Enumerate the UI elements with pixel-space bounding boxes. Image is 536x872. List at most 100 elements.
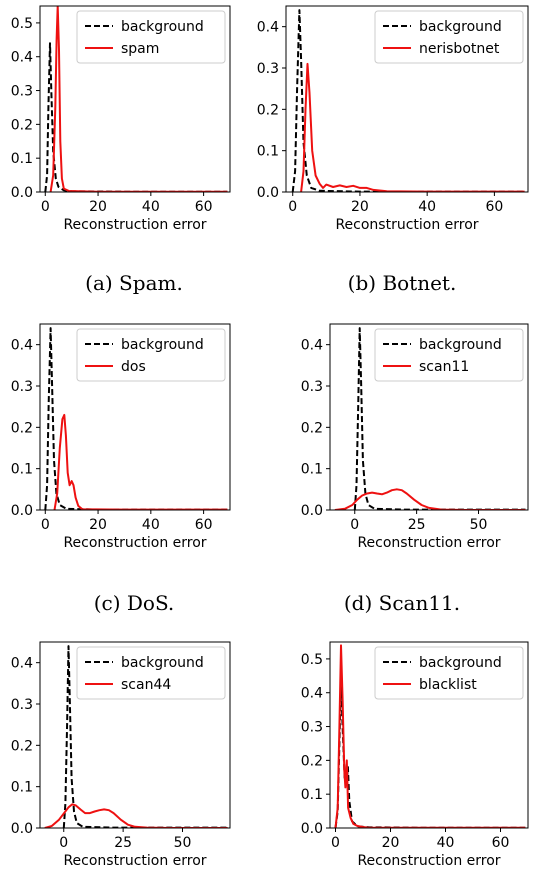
y-tick-label: 0.3 [11, 697, 33, 713]
y-tick-label: 0.1 [11, 151, 33, 167]
axes-frame [39, 323, 231, 511]
y-tick-label: 0.3 [301, 720, 323, 736]
caption-b: (b) Botnet. [347, 271, 457, 295]
legend-label-background: background [419, 19, 502, 35]
y-tick-label: 0.1 [11, 462, 33, 478]
series-line-background [44, 42, 228, 192]
x-tick-label: 40 [418, 199, 436, 215]
legend-label-background: background [419, 655, 502, 671]
y-tick-label: 0.2 [11, 738, 33, 754]
caption-a: (a) Spam. [85, 271, 183, 295]
legend-label-spam: spam [121, 41, 159, 57]
x-tick-label: 25 [114, 835, 132, 851]
axes-frame [39, 5, 231, 193]
x-tick-label: 0 [331, 835, 340, 851]
caption-c: (c) DoS. [93, 591, 175, 615]
x-tick-label: 60 [195, 517, 213, 533]
legend-label-background: background [121, 19, 204, 35]
y-tick-label: 0.1 [301, 462, 323, 478]
legend-label-nerisbotnet: nerisbotnet [419, 41, 500, 57]
legend-box [374, 646, 524, 700]
x-tick-label: 60 [492, 835, 510, 851]
x-axis-label: Reconstruction error [63, 853, 206, 869]
chart-panel-1: 0 20 40 60 0.0 0.1 0.2 0.3 0.4 Reconstruction err… [257, 5, 529, 233]
legend-box [374, 10, 524, 64]
chart-panel-3: 0 25 50 0.0 0.1 0.2 0.3 0.4 Reconstruction error… [301, 323, 529, 551]
y-tick-label: 0.3 [11, 379, 33, 395]
y-tick-label: 0.1 [11, 780, 33, 796]
y-tick-label: 0.0 [301, 821, 323, 837]
y-tick-label: 0.4 [301, 686, 323, 702]
axes-frame [329, 323, 529, 511]
legend-label-blacklist: blacklist [419, 677, 477, 693]
x-tick-label: 20 [382, 835, 400, 851]
legend-box [374, 328, 524, 382]
y-tick-label: 0.2 [301, 420, 323, 436]
y-tick-label: 0.1 [257, 144, 279, 160]
legend-label-background: background [121, 655, 204, 671]
x-tick-label: 20 [89, 517, 107, 533]
legend-box [76, 328, 226, 382]
legend-label-scan11: scan11 [419, 359, 469, 375]
series-line-scan44 [44, 803, 228, 828]
x-axis-label: Reconstruction error [357, 535, 500, 551]
x-tick-label: 60 [485, 199, 503, 215]
y-tick-label: 0.0 [11, 503, 33, 519]
x-axis-label: Reconstruction error [335, 217, 478, 233]
y-tick-label: 0.0 [11, 821, 33, 837]
y-tick-label: 0.4 [11, 338, 33, 354]
series-line-background [44, 327, 228, 510]
y-tick-label: 0.0 [301, 503, 323, 519]
x-tick-label: 40 [437, 835, 455, 851]
axes-frame [39, 641, 231, 829]
y-tick-label: 0.0 [11, 185, 33, 201]
y-tick-label: 0.2 [301, 753, 323, 769]
x-tick-label: 20 [89, 199, 107, 215]
x-tick-label: 0 [350, 517, 359, 533]
y-tick-label: 0.2 [257, 102, 279, 118]
x-tick-label: 25 [408, 517, 426, 533]
x-tick-label: 40 [142, 199, 160, 215]
x-tick-label: 0 [59, 835, 68, 851]
y-tick-label: 0.4 [301, 338, 323, 354]
y-tick-label: 0.3 [301, 379, 323, 395]
axes-frame [285, 5, 529, 193]
legend-label-dos: dos [121, 359, 146, 375]
legend-label-background: background [419, 337, 502, 353]
chart-panel-0: 0 20 40 60 0.0 0.1 0.2 0.3 0.4 0.5 Reconstruction … [11, 5, 231, 233]
x-axis-label: Reconstruction error [63, 217, 206, 233]
y-tick-label: 0.4 [11, 656, 33, 672]
series-line-scan11 [334, 488, 526, 510]
series-line-dos [53, 413, 228, 510]
axes-frame [329, 641, 529, 829]
y-tick-label: 0.3 [257, 61, 279, 77]
x-tick-label: 20 [351, 199, 369, 215]
series-line-background [334, 678, 526, 828]
legend-box [76, 646, 226, 700]
x-tick-label: 0 [41, 517, 50, 533]
legend-label-scan44: scan44 [121, 677, 171, 693]
y-tick-label: 0.4 [11, 50, 33, 66]
y-tick-label: 0.5 [301, 652, 323, 668]
caption-d: (d) Scan11. [343, 591, 461, 615]
x-tick-label: 0 [288, 199, 297, 215]
x-axis-label: Reconstruction error [357, 853, 500, 869]
x-tick-label: 50 [470, 517, 488, 533]
y-tick-label: 0.5 [11, 16, 33, 32]
y-tick-label: 0.4 [257, 20, 279, 36]
y-tick-label: 0.0 [257, 185, 279, 201]
x-tick-label: 50 [174, 835, 192, 851]
y-tick-label: 0.3 [11, 84, 33, 100]
legend-label-background: background [121, 337, 204, 353]
x-tick-label: 40 [142, 517, 160, 533]
chart-panel-4: 0 25 50 0.0 0.1 0.2 0.3 0.4 Reconstruction error… [11, 641, 231, 869]
chart-panel-5: 0 20 40 60 0.0 0.1 0.2 0.3 0.4 0.5 Reconstruction … [301, 641, 529, 869]
series-line-nerisbotnet [300, 62, 525, 192]
legend-box [76, 10, 226, 64]
chart-panel-2: 0 20 40 60 0.0 0.1 0.2 0.3 0.4 Reconstruction err… [11, 323, 231, 551]
y-tick-label: 0.2 [11, 420, 33, 436]
x-tick-label: 60 [195, 199, 213, 215]
y-tick-label: 0.2 [11, 117, 33, 133]
x-axis-label: Reconstruction error [63, 535, 206, 551]
